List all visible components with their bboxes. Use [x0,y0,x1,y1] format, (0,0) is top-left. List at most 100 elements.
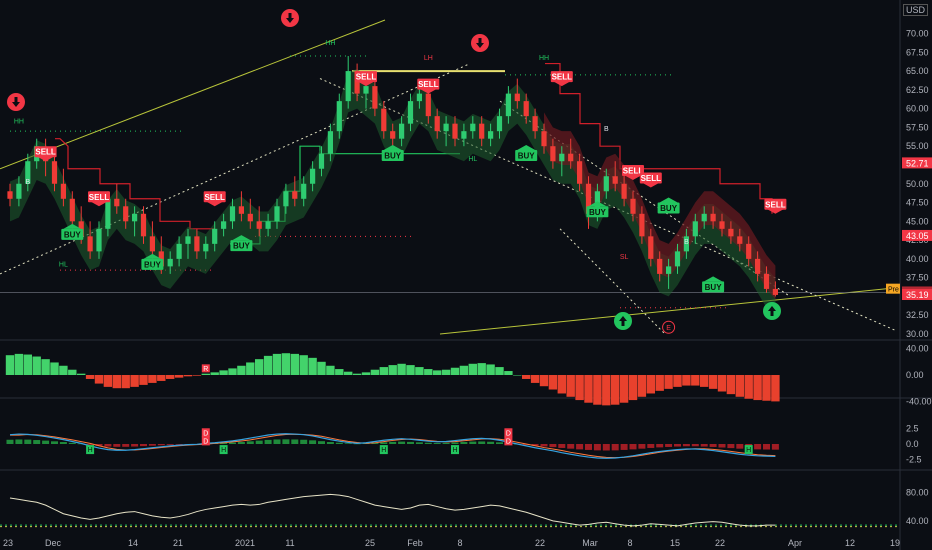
candle-body [728,228,734,237]
hist-bar [539,375,549,387]
macd-marker-bg [86,445,95,455]
macd-marker-bg [504,428,513,438]
candle-body [683,236,689,252]
macd-marker: H [381,447,386,454]
candle-body [247,213,253,222]
macd-hist-bar [576,444,584,450]
candle-body [354,71,360,94]
signal-box [355,71,377,83]
trendline-support [439,286,901,335]
sell-signal: SELL [34,146,57,162]
macd-hist-bar [246,441,254,444]
signal-pointer [143,253,162,259]
structure-label: E [666,325,671,332]
macd-hist-bar [602,444,610,451]
candle-body [132,213,138,222]
hist-bar [611,375,620,405]
candle-body [657,258,663,274]
candle-body [274,206,280,222]
hist-bar [602,375,611,406]
trendline-upper [0,19,386,170]
candle-body [96,228,102,252]
line-tick: 80.00 [906,487,929,497]
sell-signal: SELL [88,191,110,207]
signal-markers: SELL BUY SELL BUY SELL BUY SELL BUY SELL BUY SELL B… [7,9,787,334]
arrow-glyph [768,306,776,316]
macd-hist-bar [273,439,281,444]
hist-bar [255,359,264,375]
hist-bar [433,370,442,375]
sell-signal: SELL [622,164,644,180]
candle-body [710,213,716,222]
macd-marker-bg [744,445,753,455]
hist-bar [299,355,308,375]
time-tick: Feb [407,538,423,548]
macd-hist-bar [291,439,299,444]
candle-body [701,213,707,222]
macd-hist-bar [656,444,664,448]
sell-signal: SELL [764,198,787,214]
macd-hist-bar [344,443,352,444]
time-tick: 23 [3,538,13,548]
macd-hist-bar [42,440,50,444]
buy-signal: BUY [586,201,609,218]
price-tick: 60.00 [906,104,929,114]
hist-bar [762,375,771,401]
macd-hist-bar [51,441,58,444]
candle-body [345,71,351,102]
trailing-stop-red [55,138,215,230]
macd-hist-bar [558,444,566,448]
hist-bar [575,375,584,401]
time-tick: 15 [670,538,680,548]
macd-hist-bar [691,444,699,447]
macd-marker: D [203,430,208,437]
structure-label: HL [59,261,68,268]
hist-bar [717,375,727,392]
hist-bar [263,355,273,375]
price-label-bg [902,157,932,169]
hist-bar [771,375,780,402]
hist-bar [486,364,495,375]
sell-signal: SELL [639,172,662,188]
hist-bar [201,373,210,375]
candle-body [541,131,547,147]
candle-body [381,108,387,132]
time-tick: 8 [627,538,632,548]
sell-signal: SELL [417,78,440,94]
hist-bar [522,375,531,379]
signal-label: BUY [64,230,82,239]
candle-body [203,243,209,252]
signal-box [622,164,644,176]
hist-bar [23,354,32,375]
time-tick: 11 [285,538,294,548]
price-tick: 70.00 [906,29,929,39]
candle-body [443,123,449,132]
macd-marker-bg [201,436,210,446]
price-label: 52.71 [906,158,929,168]
signal-pointer [641,182,660,188]
time-tick: 21 [173,538,183,548]
candle-body [60,183,66,199]
hist-bar [308,357,317,375]
signal-pointer [36,156,55,162]
currency-label[interactable]: USD [902,4,928,16]
signal-label: BUY [518,151,536,160]
candle-body [416,93,422,102]
macd-hist-bar [380,442,388,444]
hist-bar [682,375,691,386]
candle-body [372,86,378,109]
signal-box [764,198,787,210]
signal-pointer [588,201,607,207]
candle-body [51,161,58,184]
macd-tick: 2.5 [906,423,919,433]
signal-label: SELL [765,200,786,209]
candle-body [301,183,307,199]
hist-bar [130,375,139,387]
ma-cloud-green [10,68,776,319]
structure-label: HL [148,265,157,272]
buy-signal: BUY [657,197,680,214]
macd-hist-bar [451,442,459,444]
macd-marker-bg [379,445,388,455]
signal-box [639,172,662,184]
